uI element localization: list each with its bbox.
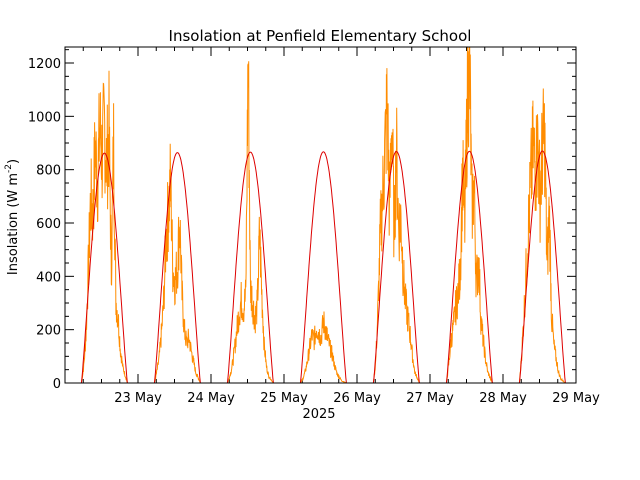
x-tick-label: 27 May bbox=[406, 391, 454, 406]
y-tick-label: 600 bbox=[36, 217, 61, 232]
x-tick-label: 28 May bbox=[479, 391, 527, 406]
measured-day-7 bbox=[518, 88, 566, 384]
y-axis-label-sup: -2 bbox=[4, 164, 14, 173]
measured-day-4 bbox=[299, 311, 347, 384]
clear-sky-day-3 bbox=[226, 151, 274, 384]
measured-day-5 bbox=[372, 68, 420, 384]
clear-sky-day-1 bbox=[80, 152, 128, 384]
y-tick-label: 200 bbox=[36, 324, 61, 339]
measured-day-2 bbox=[153, 143, 201, 384]
y-tick-label: 400 bbox=[36, 270, 61, 285]
clear-sky-day-4 bbox=[299, 151, 347, 384]
chart-title: Insolation at Penfield Elementary School bbox=[169, 27, 472, 45]
x-axis-year-label: 2025 bbox=[302, 407, 335, 422]
y-axis-label-close: ) bbox=[6, 159, 21, 164]
clear-sky-day-5 bbox=[372, 150, 420, 384]
y-tick-label: 1200 bbox=[28, 57, 61, 72]
x-tick-label: 23 May bbox=[114, 391, 162, 406]
y-tick-label: 800 bbox=[36, 164, 61, 179]
x-tick-label: 29 May bbox=[552, 391, 600, 406]
measured-day-1 bbox=[80, 70, 128, 384]
axis-ticks bbox=[65, 47, 577, 384]
measured-day-3 bbox=[226, 61, 274, 384]
y-tick-label: 1000 bbox=[28, 110, 61, 125]
x-tick-label: 24 May bbox=[187, 391, 235, 406]
x-tick-label: 26 May bbox=[333, 391, 381, 406]
series-layer bbox=[80, 46, 566, 384]
measured-day-6 bbox=[445, 46, 493, 384]
plot-frame bbox=[64, 46, 577, 384]
clear-sky-day-6 bbox=[445, 150, 493, 384]
x-tick-label: 25 May bbox=[260, 391, 308, 406]
clear-sky-day-7 bbox=[518, 150, 566, 384]
y-axis-label-main: Insolation (W m bbox=[6, 173, 21, 275]
y-axis-label: Insolation (W m-2) bbox=[4, 159, 21, 275]
y-tick-label: 0 bbox=[53, 377, 61, 392]
clear-sky-day-2 bbox=[153, 152, 201, 384]
axis-tick-labels: 0 200 400 600 800 1000 1200 23 May 24 May 25 May 2… bbox=[28, 57, 600, 406]
